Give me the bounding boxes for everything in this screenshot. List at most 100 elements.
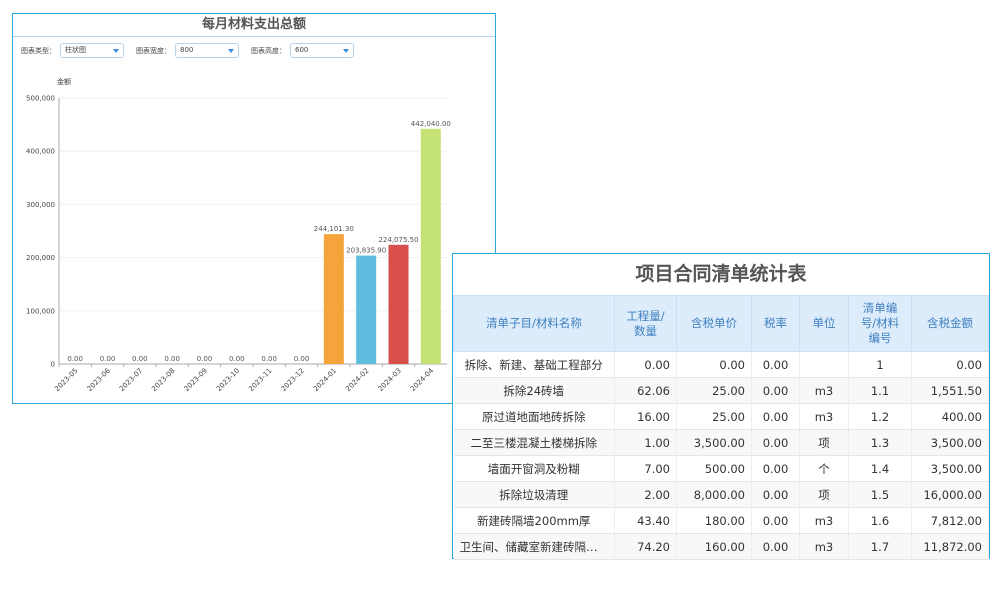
table-cell: 0.00 <box>751 481 800 508</box>
table-cell: 74.20 <box>614 533 677 560</box>
table-cell: m3 <box>799 377 849 404</box>
table-cell: 墙面开窗洞及粉糊 <box>453 455 615 482</box>
table-cell: 卫生间、储藏室新建砖隔墙100mm厚 <box>453 533 615 560</box>
table-row[interactable]: 卫生间、储藏室新建砖隔墙100mm厚74.20160.000.00m31.711… <box>453 533 989 560</box>
table-cell: 1.6 <box>848 507 912 534</box>
x-tick-label: 2023-06 <box>86 366 113 393</box>
table-cell: 1.1 <box>848 377 912 404</box>
table-row[interactable]: 新建砖隔墙200mm厚 43.40 180.00 0.00 m3 1.6 7,812.00 <box>453 507 989 534</box>
y-tick-label: 500,000 <box>26 95 55 103</box>
table-cell: 0.00 <box>676 351 752 378</box>
bar[interactable] <box>356 255 377 364</box>
table-row[interactable]: 二至三楼混凝土楼梯拆除 1.00 3,500.00 0.00 项 1.3 3,500.00 <box>453 429 989 456</box>
contract-table: 清单子目/材料名称 工程量/数量 含税单价 税率 单位 清单编号/材料编号 含税金额 拆除、… <box>453 295 989 560</box>
y-tick-label: 100,000 <box>26 307 55 315</box>
chart-panel: 每月材料支出总额 图表类型： 柱状图 图表宽度： 800 图表高度： 600 金… <box>12 13 496 404</box>
column-header[interactable]: 单位 <box>799 295 849 352</box>
table-cell: 16,000.00 <box>911 481 989 508</box>
chart-controls: 图表类型： 柱状图 图表宽度： 800 图表高度： 600 <box>21 43 366 58</box>
table-cell: 0.00 <box>751 533 800 560</box>
table-cell: m3 <box>799 403 849 430</box>
table-cell: 1.7 <box>848 533 912 560</box>
table-cell: 0.00 <box>911 351 989 378</box>
chart-width-label: 图表宽度： <box>136 46 171 55</box>
table-cell: 400.00 <box>911 403 989 430</box>
table-cell: 8,000.00 <box>676 481 752 508</box>
table-row[interactable]: 拆除、新建、基础工程部分 0.00 0.00 0.00 1 0.00 <box>453 351 989 378</box>
data-label: 244,101.30 <box>314 225 354 233</box>
column-header[interactable]: 清单编号/材料编号 <box>848 295 912 352</box>
table-cell: 7.00 <box>614 455 677 482</box>
data-label: 442,040.00 <box>411 120 451 128</box>
y-tick-label: 300,000 <box>26 201 55 209</box>
data-label: 0.00 <box>132 355 148 363</box>
table-cell: 500.00 <box>676 455 752 482</box>
table-cell: 0.00 <box>751 403 800 430</box>
x-tick-label: 2023-05 <box>53 367 79 393</box>
x-tick-label: 2023-12 <box>280 367 306 393</box>
column-header[interactable]: 税率 <box>751 295 800 352</box>
table-cell: 1 <box>848 351 912 378</box>
table-cell: 0.00 <box>751 377 800 404</box>
bar[interactable] <box>420 128 441 364</box>
table-cell <box>799 351 849 378</box>
table-cell: 0.00 <box>751 507 800 534</box>
column-header[interactable]: 工程量/数量 <box>614 295 677 352</box>
chevron-down-icon <box>343 49 349 53</box>
x-tick-label: 2023-07 <box>118 367 144 393</box>
chart-type-value: 柱状图 <box>65 46 86 54</box>
chart-title: 每月材料支出总额 <box>13 14 495 37</box>
table-cell: 项 <box>799 429 849 456</box>
table-cell: 1.00 <box>614 429 677 456</box>
x-tick-label: 2023-08 <box>150 367 176 393</box>
x-tick-label: 2023-09 <box>183 367 209 393</box>
table-cell: 0.00 <box>751 455 800 482</box>
y-tick-label: 200,000 <box>26 254 55 262</box>
table-cell: 0.00 <box>751 351 800 378</box>
data-label: 203,835.90 <box>346 247 386 255</box>
table-cell: 3,500.00 <box>911 455 989 482</box>
table-row[interactable]: 墙面开窗洞及粉糊 7.00 500.00 0.00 个 1.4 3,500.00 <box>453 455 989 482</box>
table-cell: 62.06 <box>614 377 677 404</box>
column-header[interactable]: 含税金额 <box>911 295 989 352</box>
chart-height-select[interactable]: 600 <box>290 43 354 58</box>
x-tick-label: 2023-10 <box>215 367 241 393</box>
table-row[interactable]: 拆除24砖墙 62.06 25.00 0.00 m3 1.1 1,551.50 <box>453 377 989 404</box>
table-cell: 1.4 <box>848 455 912 482</box>
chart-width-select[interactable]: 800 <box>175 43 239 58</box>
data-label: 0.00 <box>67 355 83 363</box>
table-cell: 拆除24砖墙 <box>453 377 615 404</box>
y-tick-label: 0 <box>51 361 55 369</box>
table-cell: 25.00 <box>676 377 752 404</box>
table-cell: m3 <box>799 533 849 560</box>
bar[interactable] <box>388 244 409 364</box>
x-tick-label: 2024-03 <box>377 367 403 393</box>
table-title: 项目合同清单统计表 <box>635 263 807 285</box>
data-label: 0.00 <box>294 355 310 363</box>
table-cell: 二至三楼混凝土楼梯拆除 <box>453 429 615 456</box>
x-tick-label: 2024-04 <box>409 366 436 393</box>
chevron-down-icon <box>228 49 234 53</box>
chevron-down-icon <box>113 49 119 53</box>
chart-type-select[interactable]: 柱状图 <box>60 43 124 58</box>
column-header[interactable]: 含税单价 <box>676 295 752 352</box>
bar[interactable] <box>323 234 344 364</box>
data-label: 0.00 <box>261 355 277 363</box>
table-cell: 3,500.00 <box>676 429 752 456</box>
table-cell: 43.40 <box>614 507 677 534</box>
table-cell: 25.00 <box>676 403 752 430</box>
column-header[interactable]: 清单子目/材料名称 <box>453 295 615 352</box>
table-cell: 拆除垃圾清理 <box>453 481 615 508</box>
table-cell: 1.5 <box>848 481 912 508</box>
table-cell: 个 <box>799 455 849 482</box>
data-label: 224,075.50 <box>378 236 418 244</box>
table-cell: 0.00 <box>751 429 800 456</box>
table-cell: 新建砖隔墙200mm厚 <box>453 507 615 534</box>
table-panel: 项目合同清单统计表 清单子目/材料名称 工程量/数量 含税单价 税率 单位 清单编号/材料… <box>452 253 990 560</box>
table-cell: 1.2 <box>848 403 912 430</box>
data-label: 0.00 <box>164 355 180 363</box>
y-axis-label: 金额 <box>57 77 71 86</box>
table-row[interactable]: 原过道地面地砖拆除 16.00 25.00 0.00 m3 1.2 400.00 <box>453 403 989 430</box>
data-label: 0.00 <box>100 355 116 363</box>
table-row[interactable]: 拆除垃圾清理 2.00 8,000.00 0.00 项 1.5 16,000.00 <box>453 481 989 508</box>
